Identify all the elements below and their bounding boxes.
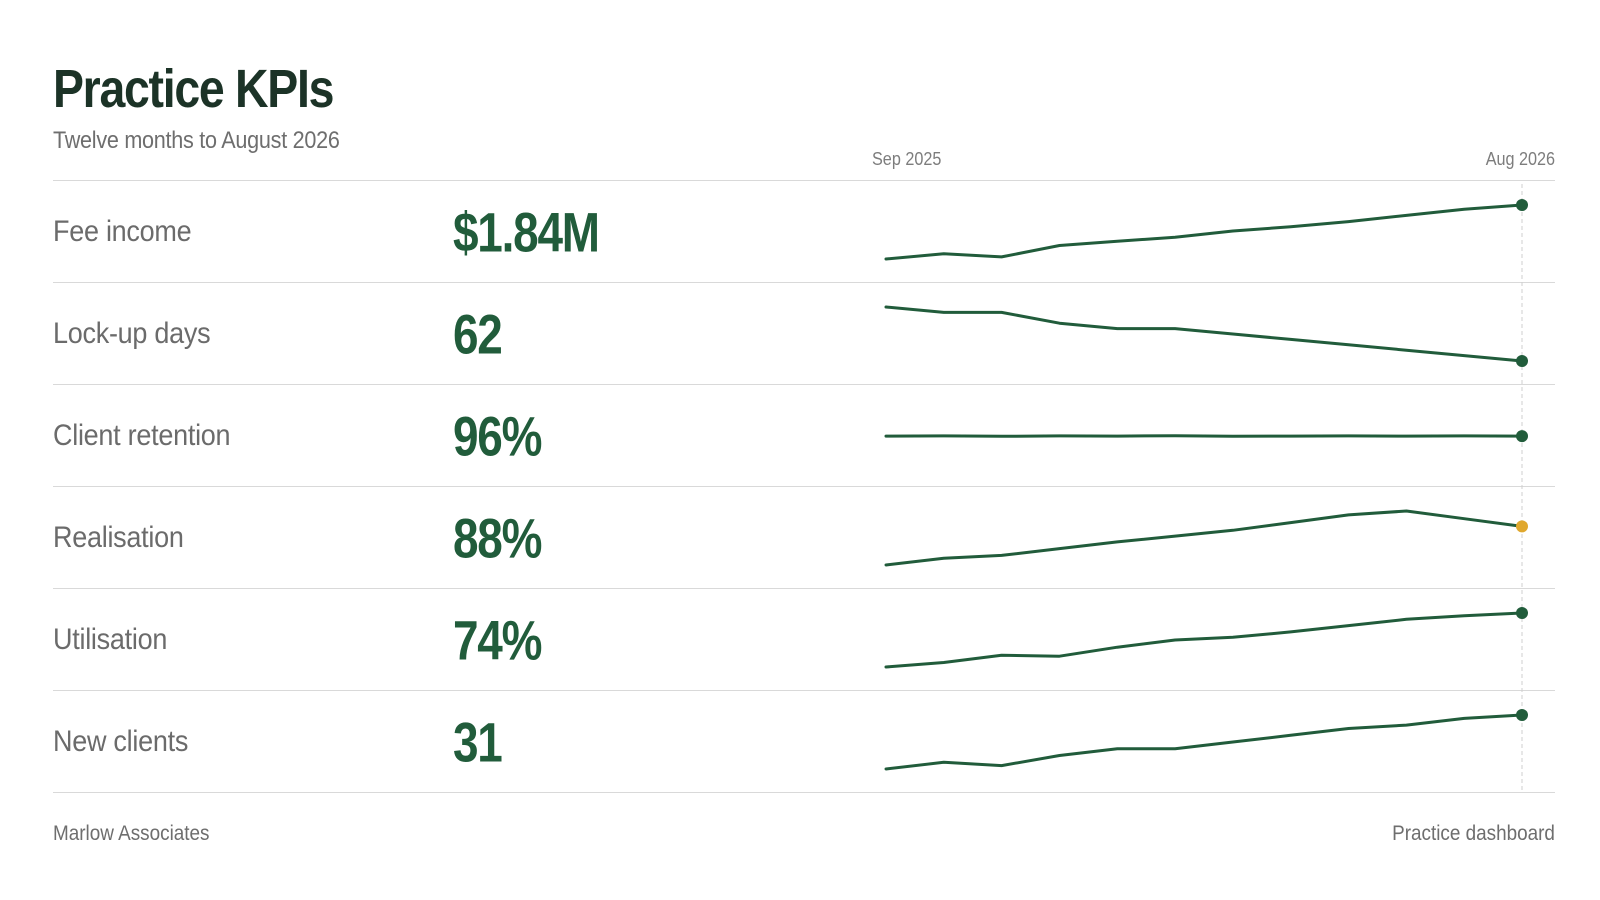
page-title: Practice KPIs bbox=[53, 59, 334, 119]
kpi-value: 96% bbox=[453, 404, 542, 467]
kpi-label: Utilisation bbox=[53, 622, 168, 656]
kpi-row-new-clients: New clients 31 bbox=[53, 691, 1555, 793]
kpi-value: 88% bbox=[453, 506, 542, 569]
kpi-label: Client retention bbox=[53, 418, 231, 452]
axis-end-label: Aug 2026 bbox=[1485, 149, 1555, 169]
kpi-value: 62 bbox=[453, 302, 503, 365]
footer-dashboard-name: Practice dashboard bbox=[1392, 822, 1555, 845]
kpi-value: 74% bbox=[453, 608, 542, 671]
kpi-row-lock-up-days: Lock-up days 62 bbox=[53, 283, 1555, 385]
page-subtitle: Twelve months to August 2026 bbox=[53, 127, 340, 154]
kpi-label: Lock-up days bbox=[53, 316, 211, 350]
kpi-label: Realisation bbox=[53, 520, 184, 554]
axis-start-label: Sep 2025 bbox=[872, 149, 942, 169]
kpi-value: 31 bbox=[453, 710, 503, 773]
kpi-row-utilisation: Utilisation 74% bbox=[53, 589, 1555, 691]
kpi-label: New clients bbox=[53, 724, 189, 758]
kpi-row-fee-income: Fee income $1.84M bbox=[53, 181, 1555, 283]
kpi-table: Fee income $1.84M Lock-up days 62 Client… bbox=[53, 180, 1555, 793]
kpi-row-realisation: Realisation 88% bbox=[53, 487, 1555, 589]
kpi-label: Fee income bbox=[53, 214, 192, 248]
kpi-row-client-retention: Client retention 96% bbox=[53, 385, 1555, 487]
footer-brand: Marlow Associates bbox=[53, 822, 210, 845]
kpi-value: $1.84M bbox=[453, 200, 600, 263]
